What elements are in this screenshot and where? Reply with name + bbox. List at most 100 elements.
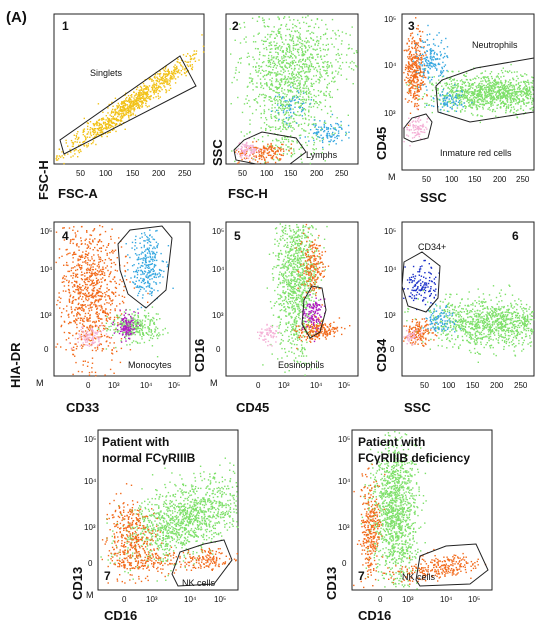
scatter-point [82,251,84,253]
scatter-point [338,35,340,37]
scatter-point [241,158,243,161]
scatter-point [272,66,275,68]
scatter-point [305,141,307,144]
scatter-point [68,332,70,334]
scatter-point [506,94,508,97]
scatter-point [319,47,321,49]
scatter-point [95,299,97,301]
scatter-point [87,143,90,145]
scatter-point [121,120,123,122]
scatter-point [306,41,308,43]
scatter-point [353,52,355,54]
scatter-point [292,27,294,29]
scatter-point [252,141,254,143]
scatter-point [266,85,268,87]
scatter-point [329,140,331,143]
scatter-point [287,89,289,91]
scatter-point [479,86,482,88]
scatter-point [282,103,284,106]
scatter-point [503,102,505,104]
scatter-point [298,35,301,37]
scatter-point [475,96,478,99]
scatter-point [288,108,290,110]
scatter-point [268,45,270,47]
scatter-point [94,325,97,328]
scatter-point [70,239,72,241]
scatter-point [96,124,98,127]
scatter-point [133,95,136,97]
scatter-point [255,146,257,149]
scatter-point [484,76,487,78]
scatter-point [312,132,315,135]
scatter-point [464,81,466,83]
scatter-point [438,79,440,81]
scatter-point [462,98,465,100]
scatter-point [303,130,305,132]
scatter-point [107,345,110,347]
scatter-point [173,66,175,68]
scatter-point [437,89,439,92]
scatter-point [277,31,280,33]
scatter-point [141,102,143,104]
scatter-point [292,112,295,115]
scatter-point [483,90,486,93]
scatter-point [324,160,326,162]
scatter-point [405,49,407,51]
scatter-point [82,289,84,291]
scatter-point [277,100,279,102]
scatter-point [326,69,328,72]
scatter-point [279,102,282,104]
scatter-point [91,367,93,369]
scatter-point [528,93,530,95]
scatter-point [308,45,310,47]
scatter-point [450,90,452,92]
scatter-point [446,46,449,48]
scatter-point [498,89,501,91]
scatter-point [153,84,156,86]
scatter-point [164,86,166,88]
scatter-point [167,73,169,75]
scatter-point [407,124,410,126]
scatter-point [260,82,262,84]
scatter-point [315,133,317,135]
scatter-point [259,78,262,80]
scatter-point [297,90,299,92]
scatter-point [413,75,415,77]
scatter-point [255,149,257,151]
scatter-point [250,150,253,153]
scatter-point [168,83,171,85]
scatter-point [454,86,456,88]
scatter-point [102,270,104,273]
scatter-point [286,78,288,80]
scatter-point [487,95,489,97]
scatter-point [320,129,322,131]
scatter-point [521,75,523,77]
scatter-point [529,98,532,100]
scatter-point [171,78,174,80]
scatter-point [306,64,308,66]
scatter-point [350,68,353,70]
scatter-point [102,128,104,131]
scatter-point [498,94,501,96]
scatter-point [78,313,81,315]
scatter-point [298,91,300,94]
scatter-point [288,51,290,53]
scatter-point [77,311,79,314]
scatter-point [158,89,160,92]
scatter-point [302,70,305,72]
scatter-point [280,24,283,26]
scatter-point [129,349,132,351]
scatter-point [286,48,288,50]
scatter-point [489,92,492,95]
scatter-point [61,151,63,153]
scatter-point [516,102,518,104]
scatter-point [413,74,415,76]
scatter-point [99,269,102,271]
scatter-point [79,288,82,290]
scatter-point [434,86,437,89]
scatter-point [96,133,99,135]
scatter-point [420,88,422,91]
scatter-point [429,80,431,82]
scatter-point [516,71,518,73]
scatter-point [84,315,86,318]
